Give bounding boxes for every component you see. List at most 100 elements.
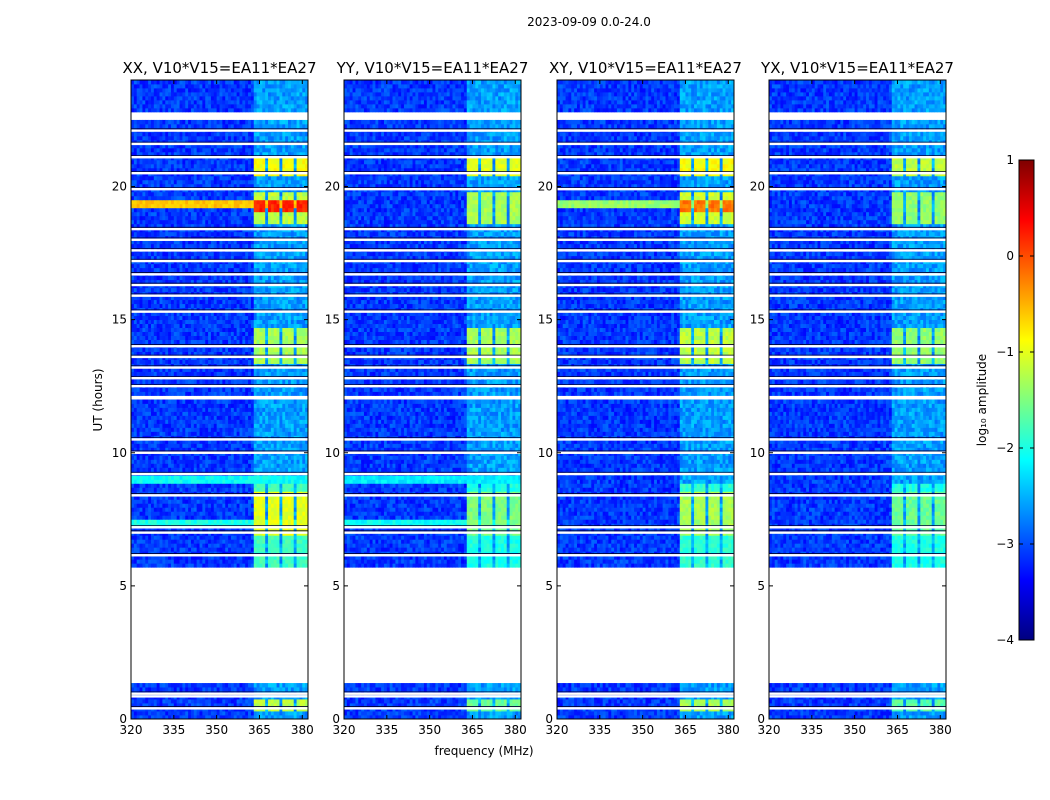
- flagged-row: [131, 438, 308, 441]
- flagged-row: [131, 366, 308, 369]
- y-tick-label: 10: [112, 446, 127, 460]
- flagged-row: [344, 451, 521, 454]
- flagged-row: [769, 377, 946, 380]
- colorbar-tick-label: −3: [996, 537, 1014, 551]
- flagged-row: [131, 283, 308, 287]
- panel-3: XY, V10*V15=EA11*EA27 320 335 350 365 380 0 5 10…: [538, 59, 742, 737]
- flagged-row: [769, 259, 946, 263]
- flagged-row: [344, 384, 521, 388]
- flagged-row: [557, 531, 734, 534]
- flagged-row: [769, 692, 946, 695]
- flagged-row: [344, 238, 521, 241]
- flagged-row: [344, 171, 521, 175]
- panel-title: YX, V10*V15=EA11*EA27: [760, 59, 954, 77]
- x-tick-label: 320: [546, 723, 569, 737]
- flagged-row: [557, 377, 734, 380]
- flagged-row: [769, 187, 946, 191]
- flagged-row: [769, 227, 946, 231]
- flagged-row: [131, 355, 308, 359]
- y-tick-label: 10: [750, 446, 765, 460]
- flagged-row: [344, 526, 521, 529]
- x-tick-label: 380: [291, 723, 314, 737]
- x-tick-label: 350: [418, 723, 441, 737]
- flagged-row: [557, 310, 734, 313]
- y-tick-label: 10: [538, 446, 553, 460]
- flagged-row: [344, 366, 521, 369]
- flagged-row: [131, 142, 308, 146]
- colorbar-tick-label: −2: [996, 441, 1014, 455]
- flagged-row: [131, 494, 308, 497]
- y-tick-label: 0: [119, 712, 127, 726]
- flagged-row: [769, 355, 946, 359]
- flagged-row: [769, 531, 946, 534]
- flagged-row: [769, 438, 946, 441]
- y-tick-label: 15: [750, 313, 765, 327]
- flagged-row: [769, 310, 946, 313]
- flagged-row: [131, 156, 308, 159]
- flagged-row: [557, 526, 734, 529]
- flagged-row: [769, 707, 946, 710]
- panel-1: XX, V10*V15=EA11*EA27 320 335 350 365 380 0 5 10…: [112, 59, 317, 737]
- figure-title: 2023-09-09 0.0-24.0: [527, 15, 651, 29]
- flagged-row: [557, 554, 734, 557]
- flagged-row: [557, 695, 734, 698]
- flagged-row: [769, 238, 946, 241]
- flagged-row: [131, 273, 308, 276]
- flagged-row: [131, 310, 308, 313]
- flagged-row: [344, 187, 521, 191]
- flagged-row: [769, 472, 946, 476]
- flagged-row: [131, 695, 308, 698]
- y-tick-label: 5: [757, 579, 765, 593]
- flagged-row: [131, 129, 308, 132]
- x-tick-label: 365: [248, 723, 271, 737]
- flagged-row: [131, 384, 308, 388]
- x-tick-label: 380: [717, 723, 740, 737]
- y-tick-label: 0: [757, 712, 765, 726]
- flagged-row: [131, 554, 308, 557]
- flagged-row: [557, 142, 734, 146]
- flagged-row: [557, 355, 734, 359]
- panel-title: XY, V10*V15=EA11*EA27: [549, 59, 742, 77]
- colorbar: 1 0 −1 −2 −3 −4 log₁₀ amplitude: [975, 153, 1035, 647]
- heatmap-panels: XX, V10*V15=EA11*EA27 320 335 350 365 380 0 5 10…: [112, 59, 954, 737]
- flagged-row: [557, 707, 734, 710]
- flagged-row: [769, 171, 946, 175]
- flagged-row: [557, 187, 734, 191]
- flagged-row: [344, 310, 521, 313]
- flagged-row: [769, 366, 946, 369]
- flagged-row: [769, 294, 946, 297]
- flagged-row: [769, 283, 946, 287]
- flagged-row: [344, 259, 521, 263]
- flagged-row: [769, 129, 946, 132]
- flagged-row: [557, 156, 734, 159]
- flagged-row: [344, 129, 521, 132]
- heatmap-image: [131, 80, 308, 719]
- flagged-row: [769, 554, 946, 557]
- y-tick-label: 0: [332, 712, 340, 726]
- flagged-row: [557, 451, 734, 454]
- y-tick-label: 15: [538, 313, 553, 327]
- x-tick-label: 365: [461, 723, 484, 737]
- x-tick-label: 365: [886, 723, 909, 737]
- flagged-row: [557, 294, 734, 297]
- flagged-row: [557, 273, 734, 276]
- flagged-row: [344, 695, 521, 698]
- flagged-row: [557, 249, 734, 252]
- y-tick-label: 15: [325, 313, 340, 327]
- x-tick-label: 335: [588, 723, 611, 737]
- panel-2: YY, V10*V15=EA11*EA27 320 335 350 365 380 0 5 10…: [325, 59, 529, 737]
- flagged-row: [131, 249, 308, 252]
- x-tick-label: 335: [375, 723, 398, 737]
- flagged-row: [131, 707, 308, 710]
- y-tick-label: 20: [538, 180, 553, 194]
- flagged-row: [344, 283, 521, 287]
- flagged-row: [557, 283, 734, 287]
- flagged-row: [344, 554, 521, 557]
- panel-frame: [556, 79, 735, 720]
- heatmap-image: [769, 80, 946, 719]
- flagged-row: [131, 345, 308, 348]
- flagged-row: [557, 171, 734, 175]
- colorbar-gradient: [1018, 159, 1035, 641]
- flagged-row: [769, 451, 946, 454]
